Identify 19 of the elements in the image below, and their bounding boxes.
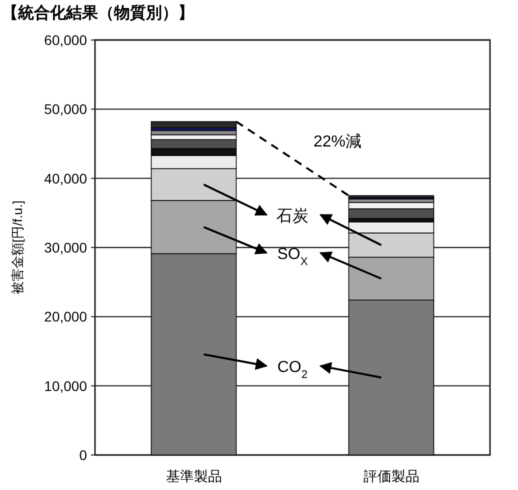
y-tick-label: 10,000 — [44, 378, 88, 394]
bar — [150, 121, 237, 128]
annotation: CO$_{2}$ — [204, 353, 382, 381]
y-tick-label: 30,000 — [44, 240, 88, 256]
x-tick-label: 基準製品 — [166, 468, 222, 484]
y-tick-label: 40,000 — [44, 170, 88, 186]
annotation: CO$_{2}$ — [277, 358, 308, 381]
x-tick-label: 評価製品 — [363, 468, 420, 484]
y-tick-label: 0 — [79, 447, 88, 463]
annotation: 石炭 — [203, 184, 382, 246]
y-tick-label: 50,000 — [44, 101, 88, 118]
annotation: 22%減 — [313, 132, 362, 151]
annotation: SO$_{X}$ — [203, 226, 382, 280]
y-tick-label: 20,000 — [44, 308, 88, 325]
annotation: 石炭 — [276, 206, 308, 225]
y-axis-title: 被害金額[円/f.u.] — [10, 200, 25, 294]
y-tick-label: 60,000 — [44, 32, 88, 48]
annotation: SO$_{X}$ — [277, 246, 308, 268]
chart-title: 【統合化結果（物質別）】 — [2, 4, 194, 22]
